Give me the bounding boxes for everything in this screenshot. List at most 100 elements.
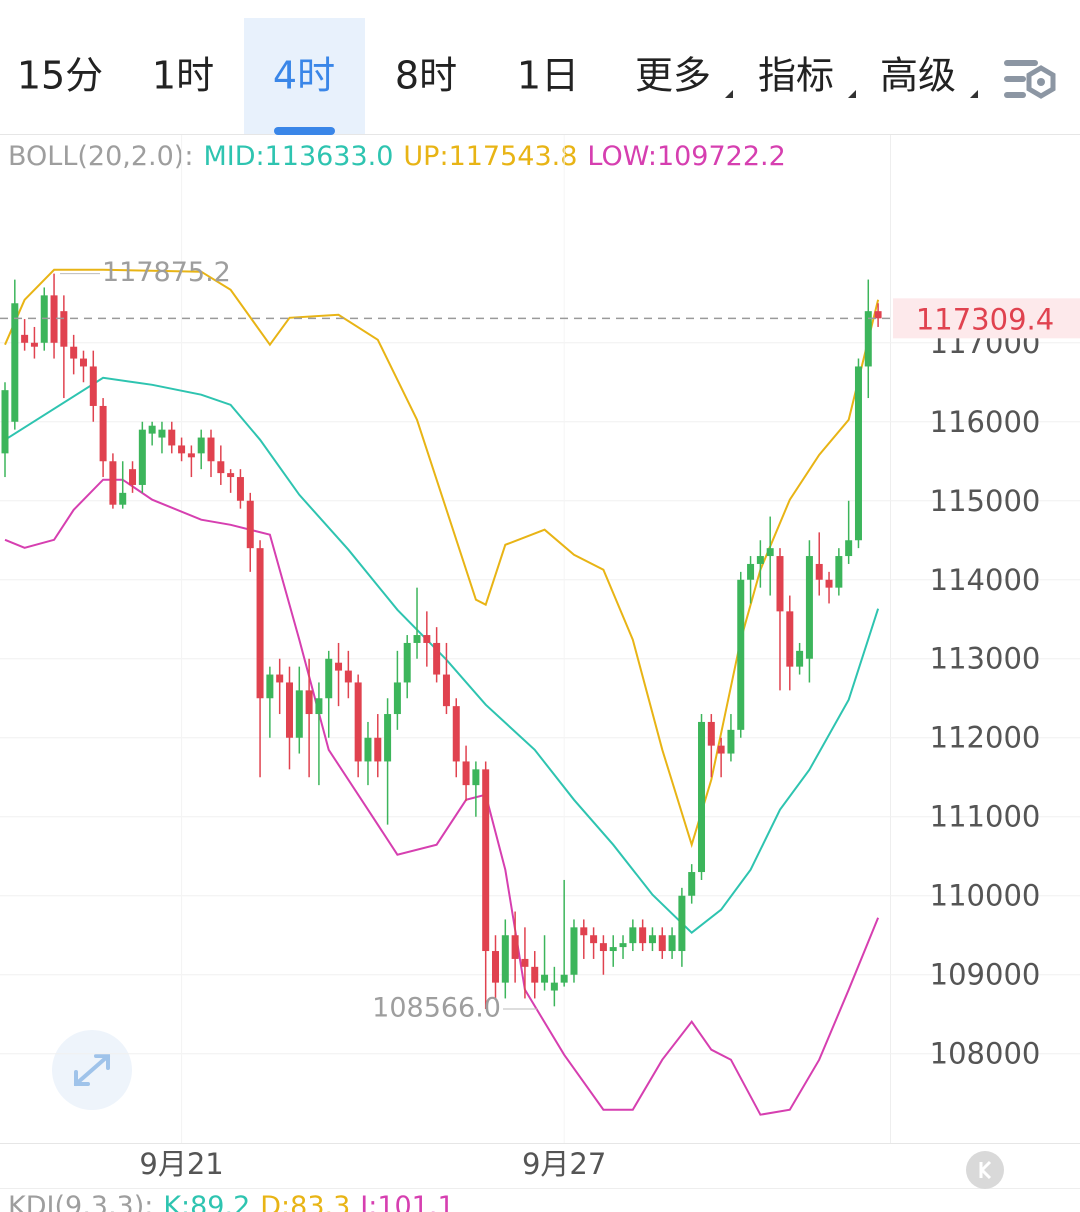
candle bbox=[374, 714, 382, 778]
tab[interactable]: 更多 bbox=[635, 54, 733, 99]
candle-body bbox=[11, 303, 19, 422]
candle bbox=[550, 966, 558, 1007]
plot-area bbox=[1, 268, 882, 1116]
candle bbox=[364, 721, 372, 786]
candle-body bbox=[364, 737, 372, 762]
y-tick-label: 115000 bbox=[930, 484, 1041, 518]
icon-dot bbox=[1037, 78, 1045, 86]
candle-body bbox=[384, 714, 392, 762]
candle-body bbox=[698, 721, 706, 873]
candle bbox=[825, 571, 833, 604]
candle-body bbox=[30, 342, 38, 347]
tab[interactable]: 1日 bbox=[517, 54, 579, 98]
candle-body bbox=[217, 461, 225, 474]
candle-body bbox=[393, 682, 401, 715]
legend-entry: KDJ(9,3,3): bbox=[8, 1191, 153, 1212]
candle bbox=[335, 642, 343, 707]
candle-body bbox=[246, 500, 254, 549]
settings-icon[interactable] bbox=[1004, 60, 1056, 99]
legend-entry: D:83.3 bbox=[260, 1191, 350, 1212]
candle-body bbox=[1, 390, 9, 454]
candle-body bbox=[197, 437, 205, 454]
legend-entry: BOLL(20,2.0): bbox=[8, 141, 193, 172]
candle bbox=[423, 611, 431, 667]
candle bbox=[344, 650, 352, 699]
tab[interactable]: 高级 bbox=[880, 54, 978, 99]
candle bbox=[766, 516, 774, 596]
candle bbox=[187, 445, 195, 478]
candle-body bbox=[442, 674, 450, 707]
candle-body bbox=[452, 706, 460, 762]
candle bbox=[864, 279, 872, 399]
candle-body bbox=[590, 935, 598, 944]
candle bbox=[30, 326, 38, 359]
candle-body bbox=[825, 579, 833, 588]
candle bbox=[79, 350, 87, 383]
candle bbox=[511, 911, 519, 983]
boll-line bbox=[4, 268, 880, 849]
candle bbox=[138, 421, 146, 493]
candle-body bbox=[462, 761, 470, 786]
candle bbox=[521, 927, 529, 999]
candle bbox=[393, 650, 401, 730]
candle bbox=[609, 935, 617, 967]
candle bbox=[266, 666, 274, 738]
candle-body bbox=[707, 721, 715, 746]
candle bbox=[590, 927, 598, 959]
candle-body bbox=[227, 473, 235, 478]
candle bbox=[452, 698, 460, 778]
legend-entry: LOW:109722.2 bbox=[587, 141, 785, 172]
candle-body bbox=[256, 548, 264, 699]
candle bbox=[776, 548, 784, 691]
candle bbox=[70, 334, 78, 375]
candle-body bbox=[148, 425, 156, 434]
candle-body bbox=[315, 698, 323, 715]
tab[interactable]: 1时 bbox=[152, 54, 214, 98]
candle-body bbox=[276, 674, 284, 683]
scroll-latest-button[interactable] bbox=[966, 1151, 1004, 1189]
tab-label: 15分 bbox=[17, 54, 103, 98]
tab[interactable]: 15分 bbox=[17, 54, 103, 98]
tab-label: 1时 bbox=[152, 54, 214, 98]
tab-indicator bbox=[274, 127, 335, 135]
candle-body bbox=[648, 935, 656, 944]
tab[interactable]: 指标 bbox=[758, 54, 856, 99]
candle bbox=[217, 445, 225, 485]
tab[interactable]: 4时 bbox=[244, 18, 365, 135]
candle-body bbox=[796, 650, 804, 667]
candle-body bbox=[79, 358, 87, 367]
annotation-label: 117875.2 bbox=[102, 257, 231, 288]
dropdown-caret bbox=[725, 90, 733, 98]
candle-body bbox=[119, 492, 127, 505]
candle bbox=[60, 295, 68, 399]
candle-body bbox=[207, 437, 215, 462]
icon-hex bbox=[1026, 65, 1056, 99]
candle-body bbox=[374, 737, 382, 762]
candle-body bbox=[541, 974, 549, 983]
candle-body bbox=[187, 453, 195, 458]
candle-body bbox=[335, 662, 343, 671]
candle bbox=[580, 919, 588, 959]
candle bbox=[354, 674, 362, 778]
candle bbox=[668, 927, 676, 959]
tab[interactable]: 8时 bbox=[395, 54, 457, 98]
candle bbox=[639, 919, 647, 952]
candle bbox=[462, 745, 470, 801]
candle-body bbox=[835, 556, 843, 588]
candle bbox=[570, 919, 578, 983]
candle-body bbox=[501, 935, 509, 983]
tab-label: 更多 bbox=[635, 54, 711, 98]
y-tick-label: 108000 bbox=[930, 1037, 1041, 1071]
candle-body bbox=[285, 682, 293, 738]
scroll-glyph bbox=[979, 1160, 992, 1180]
candle-body bbox=[305, 690, 313, 715]
y-tick-label: 111000 bbox=[930, 800, 1041, 834]
expand-button[interactable] bbox=[52, 1030, 132, 1110]
candle-body bbox=[854, 366, 862, 541]
candle-body bbox=[766, 548, 774, 557]
icon-bar bbox=[1004, 76, 1026, 82]
candle-body bbox=[678, 895, 686, 952]
y-tick-label: 112000 bbox=[930, 721, 1041, 755]
